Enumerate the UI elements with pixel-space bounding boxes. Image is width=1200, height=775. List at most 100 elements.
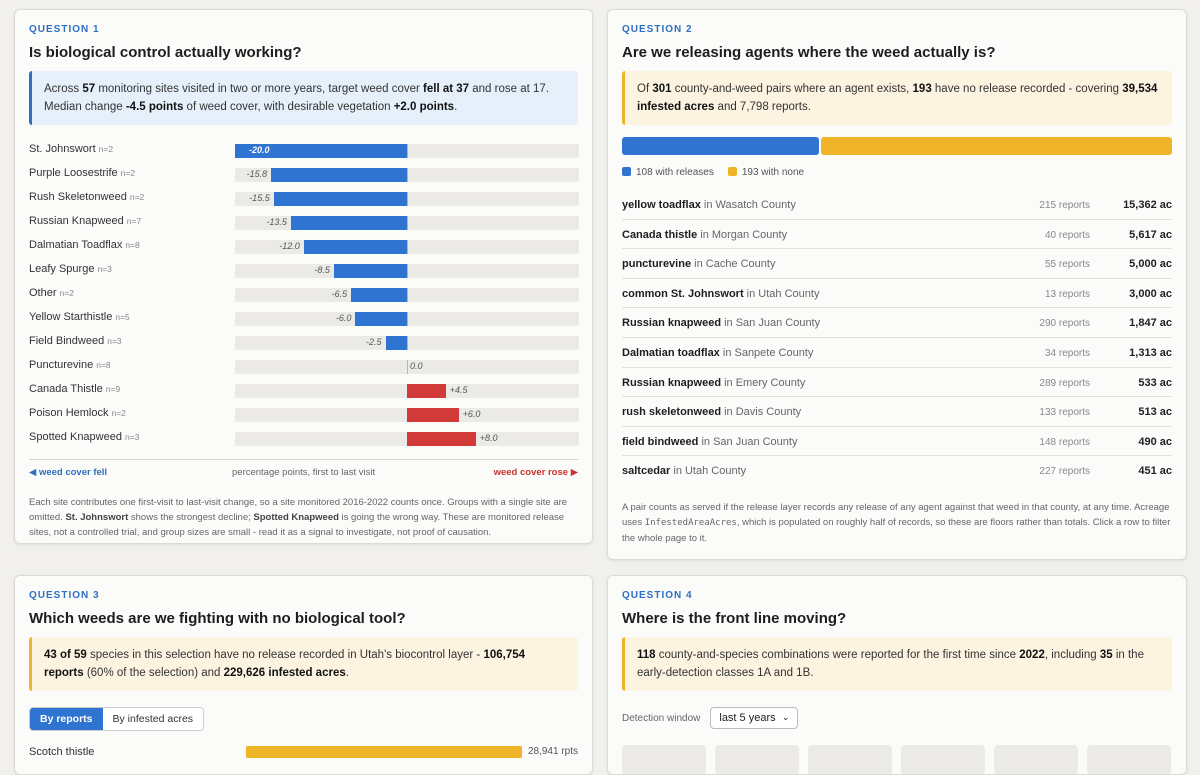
- weed-label: Purple Loosestrife n=2: [29, 167, 135, 179]
- weed-label: Leafy Spurge n=3: [29, 263, 112, 275]
- pair-row[interactable]: field bindweed in San Juan County 148 rep…: [622, 427, 1172, 457]
- weed-name: Russian Knapweed: [29, 215, 124, 227]
- bar-value: -12.0: [279, 241, 300, 251]
- bar-decrease: [271, 168, 407, 182]
- pair-row[interactable]: Russian knapweed in Emery County 289 repo…: [622, 368, 1172, 398]
- weed-row[interactable]: Scotch thistle 28,941 rpts: [29, 743, 578, 765]
- bar-track: -12.0: [235, 240, 579, 254]
- zero-line: [407, 264, 408, 278]
- question-3-card: QUESTION 3 Which weeds are we fighting w…: [14, 575, 593, 775]
- bar-track: -20.0: [235, 144, 579, 158]
- method-note: Each site contributes one first-visit to…: [29, 497, 568, 538]
- county-name: in Cache County: [691, 258, 776, 271]
- weed-name: Field Bindweed: [29, 335, 105, 347]
- weed-name: Scotch thistle: [29, 746, 95, 758]
- acreage: 5,000 ac: [1129, 258, 1172, 271]
- weed-name: Russian knapweed: [622, 317, 722, 330]
- weed-label: Yellow Starthistle n=5: [29, 311, 130, 323]
- question-title: Is biological control actually working?: [29, 44, 302, 61]
- split-legend: 108 with releases 193 with none: [622, 167, 1172, 178]
- chart-axis-footer: ◀ weed cover fell percentage points, fir…: [29, 459, 578, 481]
- bar-track: 0.0: [235, 360, 579, 374]
- county-name: in Utah County: [670, 465, 747, 478]
- unserved-pairs-list: yellow toadflax in Wasatch County 215 rep…: [622, 190, 1172, 486]
- chart-row: Canada Thistle n=9 +4.5: [29, 379, 579, 403]
- weed-name: field bindweed: [622, 435, 699, 448]
- report-count: 290 reports: [1039, 318, 1090, 330]
- sort-toggle: By reports By infested acres: [29, 707, 205, 731]
- weed-name: Purple Loosestrife: [29, 167, 118, 179]
- axis-right-label: weed cover rose ▶: [493, 467, 578, 478]
- question-title: Are we releasing agents where the weed a…: [622, 44, 996, 61]
- tab-by-reports[interactable]: By reports: [30, 708, 103, 730]
- bar-value: +4.5: [449, 385, 468, 395]
- zero-line: [407, 288, 408, 302]
- weed-name: Leafy Spurge: [29, 263, 95, 275]
- bar-value: +6.0: [462, 409, 481, 419]
- report-count: 13 reports: [1044, 288, 1090, 300]
- sample-size: n=3: [124, 432, 140, 442]
- weed-label: Field Bindweed n=3: [29, 335, 122, 347]
- pair-row[interactable]: yellow toadflax in Wasatch County 215 rep…: [622, 190, 1172, 220]
- pair-weed: field bindweed in San Juan County: [622, 436, 797, 448]
- bar-increase: [407, 408, 459, 422]
- weed-name: Yellow Starthistle: [29, 311, 113, 323]
- acreage: 15,362 ac: [1123, 199, 1172, 211]
- sample-size: n=8: [125, 240, 140, 250]
- pair-row[interactable]: Dalmatian toadflax in Sanpete County 34 r…: [622, 338, 1172, 368]
- pair-weed: Dalmatian toadflax in Sanpete County: [622, 347, 813, 359]
- detection-window-label: Detection window: [622, 712, 701, 724]
- report-value: 28,941 rpts: [527, 746, 578, 757]
- tab-by-infested-acres[interactable]: By infested acres: [102, 708, 204, 730]
- weed-name: saltcedar: [622, 465, 671, 478]
- bar-track: +4.5: [235, 384, 579, 398]
- detection-window-select[interactable]: last 5 years ⌄: [710, 707, 799, 729]
- bar-decrease: [235, 144, 407, 158]
- bar-increase: [407, 432, 476, 446]
- summary-callout: Of 301 county-and-weed pairs where an ag…: [622, 71, 1172, 125]
- pair-row[interactable]: common St. Johnswort in Utah County 13 re…: [622, 279, 1172, 309]
- pair-row[interactable]: puncturevine in Cache County 55 reports 5,…: [622, 249, 1172, 279]
- pair-row[interactable]: Russian knapweed in San Juan County 290 r…: [622, 308, 1172, 338]
- bar-decrease: [303, 240, 407, 254]
- pair-weed: Russian knapweed in San Juan County: [622, 317, 820, 329]
- question-label: QUESTION 4: [622, 590, 693, 601]
- bar-track: -8.5: [235, 264, 579, 278]
- pair-row[interactable]: Canada thistle in Morgan County 40 report…: [622, 220, 1172, 250]
- weed-name: Russian knapweed: [622, 376, 722, 389]
- sample-size: n=2: [129, 192, 145, 202]
- bar-decrease: [351, 288, 407, 302]
- zero-line: [407, 240, 408, 254]
- bar-value: -20.0: [249, 145, 270, 155]
- bar-value: -2.5: [365, 337, 382, 347]
- weed-label: Canada Thistle n=9: [29, 383, 120, 395]
- bar-value: -15.5: [249, 193, 270, 203]
- chart-row: Leafy Spurge n=3 -8.5: [29, 259, 579, 283]
- zero-line: [407, 192, 408, 206]
- bar-track: -2.5: [235, 336, 579, 350]
- chart-row: Rush Skeletonweed n=2 -15.5: [29, 187, 579, 211]
- weed-name: yellow toadflax: [622, 199, 701, 211]
- weed-name: St. Johnswort: [29, 143, 96, 155]
- chart-row: Other n=2 -6.5: [29, 283, 579, 307]
- weed-name: common St. Johnswort: [622, 287, 744, 300]
- zero-line: [407, 216, 408, 230]
- pair-row[interactable]: rush skeletonweed in Davis County 133 rep…: [622, 397, 1172, 427]
- county-name: in Sanpete County: [719, 346, 814, 359]
- acreage: 533 ac: [1138, 376, 1172, 389]
- county-name: in San Juan County: [721, 317, 821, 330]
- weed-label: St. Johnswort n=2: [29, 143, 113, 155]
- report-count: 40 reports: [1044, 229, 1090, 241]
- pair-row[interactable]: saltcedar in Utah County 227 reports 451 a…: [622, 456, 1172, 486]
- bar-track: -15.5: [235, 192, 579, 206]
- sample-size: n=7: [126, 216, 142, 226]
- summary-callout: 43 of 59 species in this selection have …: [29, 637, 578, 691]
- acreage: 5,617 ac: [1129, 228, 1172, 241]
- bar-value: -8.5: [314, 265, 330, 275]
- acreage: 513 ac: [1138, 406, 1172, 419]
- release-split-bar: [622, 137, 1172, 155]
- pair-weed: Russian knapweed in Emery County: [622, 377, 805, 389]
- pair-weed: rush skeletonweed in Davis County: [622, 406, 801, 418]
- bar-value: -15.8: [246, 169, 268, 179]
- legend-without: 193 with none: [727, 167, 804, 178]
